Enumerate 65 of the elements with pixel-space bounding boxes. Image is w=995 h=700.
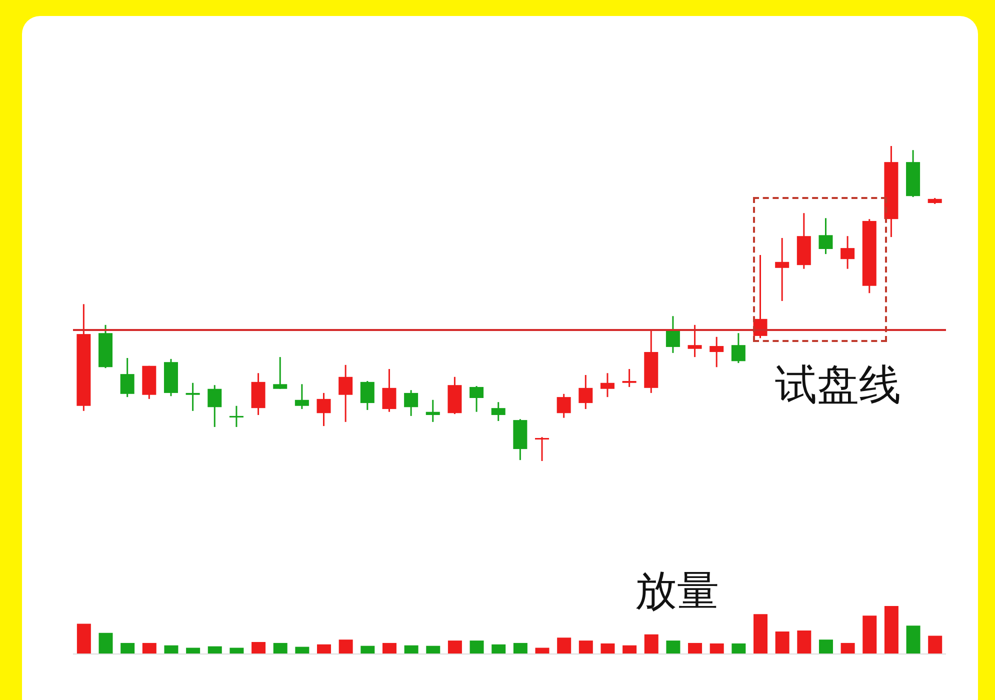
bar [818,640,833,654]
candlestick [840,235,855,270]
candlestick [426,399,440,423]
candlestick [622,368,636,388]
candlestick [294,383,309,410]
bar [76,624,91,654]
bar [273,642,288,654]
bar [840,642,855,654]
candlestick [535,436,550,461]
candlestick [360,380,374,411]
bar [884,606,898,654]
bar [470,640,484,654]
bar [338,640,353,654]
bar [775,631,790,654]
candlestick [338,364,353,423]
bar [644,634,658,654]
candlestick [818,217,833,255]
bar [98,632,113,654]
bar [448,640,462,654]
bar [426,646,440,654]
candlestick [120,357,134,398]
bar [928,636,942,654]
candlestick [404,389,418,417]
bar [622,645,637,654]
bar [906,626,920,654]
candlestick [382,368,396,413]
bar [317,644,332,654]
bar [382,642,396,654]
bar [404,645,418,654]
bar [578,640,593,654]
bar [208,646,222,654]
bar [600,643,615,654]
bar [492,644,506,654]
bar [797,630,812,654]
candlestick [775,237,790,302]
bar [164,645,178,654]
candlestick [688,324,702,358]
candlestick [208,384,222,428]
annotation: 试盘线 [775,360,901,410]
candlestick [273,356,288,390]
candlestick [666,315,680,354]
bar [252,642,266,654]
bar [754,614,768,654]
bar [666,640,680,654]
bar [120,642,135,654]
bar [688,642,702,654]
candlestick [316,392,331,427]
bar [360,646,375,654]
candlestick [470,385,484,413]
bar [557,638,572,654]
bar [732,643,746,654]
candlestick [229,405,244,428]
candlestick [556,393,571,419]
candlestick [600,372,614,398]
bar [710,643,724,654]
bar [513,642,528,654]
candlestick [186,382,200,412]
bar [142,642,156,654]
candlestick [731,332,746,364]
candlestick [710,336,724,368]
bar [862,616,877,654]
candlestick [578,374,593,410]
bar [295,646,310,654]
annotation: 放量 [635,566,719,616]
candlestick [491,401,506,422]
